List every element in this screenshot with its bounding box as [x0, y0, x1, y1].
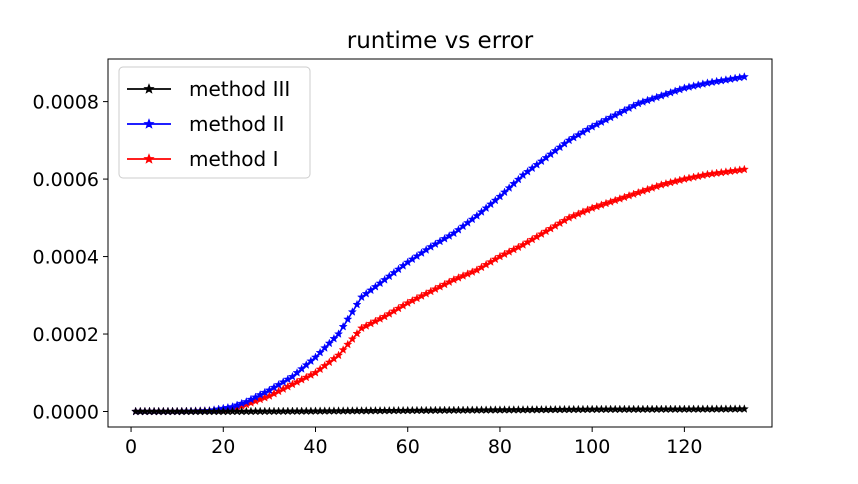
x-tick-label: 60 [396, 436, 420, 458]
data-point-marker [329, 333, 339, 343]
series-line [135, 168, 745, 413]
y-axis: 0.0000 0.0002 0.0004 0.0006 0.0008 [33, 92, 108, 424]
data-point-marker [352, 299, 362, 309]
series-layer [131, 72, 749, 416]
y-tick-label: 0.0004 [33, 247, 99, 269]
data-point-marker [343, 339, 353, 349]
plot-area-frame [107, 58, 773, 428]
series-method-i [131, 164, 749, 416]
data-point-marker [320, 343, 330, 352]
data-point-marker [338, 321, 348, 331]
y-tick-label: 0.0006 [33, 169, 99, 191]
x-tick-label: 100 [574, 436, 610, 458]
y-tick-label: 0.0000 [33, 402, 99, 424]
legend-marker [143, 153, 155, 164]
data-point-marker [352, 328, 362, 338]
series-method-iii [131, 404, 749, 416]
legend-marker [143, 118, 155, 129]
series-method-ii [131, 72, 749, 416]
y-tick-label: 0.0008 [33, 92, 99, 114]
data-point-marker [310, 352, 321, 362]
legend-label: method I [189, 147, 279, 171]
x-tick-label: 40 [303, 436, 327, 458]
data-point-marker [334, 350, 344, 360]
data-point-marker [739, 72, 749, 81]
data-point-marker [347, 334, 357, 343]
data-point-marker [343, 314, 353, 324]
x-tick-label: 80 [488, 436, 512, 458]
data-point-marker [324, 338, 334, 348]
x-tick-label: 20 [211, 436, 235, 458]
legend-label: method II [189, 112, 284, 136]
data-point-marker [338, 345, 348, 354]
legend-entries: method III method II method I [127, 77, 290, 171]
data-point-marker [347, 307, 357, 316]
data-point-marker [334, 329, 344, 338]
data-point-marker [315, 347, 325, 357]
chart-title: runtime vs error [347, 28, 534, 54]
x-tick-label: 120 [666, 436, 702, 458]
x-axis: 0 20 40 60 80 100 120 [125, 427, 703, 458]
legend-box [118, 66, 311, 179]
data-point-marker [739, 404, 749, 413]
legend: method III method II method I [118, 66, 311, 179]
data-point-marker [739, 164, 749, 174]
legend-marker [143, 83, 155, 94]
x-tick-label: 0 [125, 436, 137, 458]
y-tick-label: 0.0002 [33, 324, 99, 346]
legend-label: method III [189, 77, 290, 101]
